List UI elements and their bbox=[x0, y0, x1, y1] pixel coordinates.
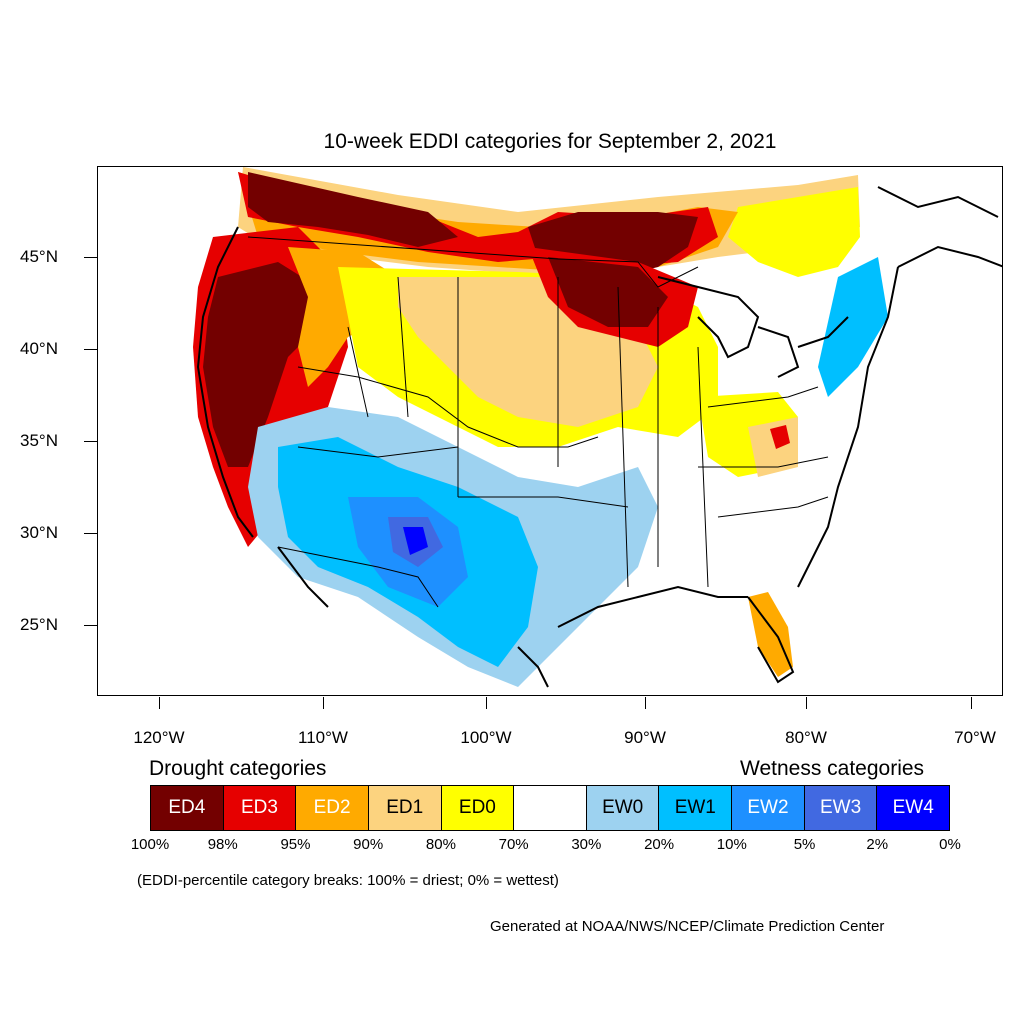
legend-break-label: 10% bbox=[716, 836, 747, 853]
lon-tick bbox=[645, 697, 646, 709]
lat-label: 30°N bbox=[20, 523, 58, 542]
eddi-map bbox=[193, 167, 1002, 688]
lon-tick bbox=[323, 697, 324, 709]
legend-swatch: ED3 bbox=[223, 786, 297, 830]
legend-colorbar: ED4 ED3 ED2 ED1 ED0 EW0 EW1 EW2 EW3 EW4 bbox=[150, 785, 950, 831]
legend-swatch: ED1 bbox=[368, 786, 442, 830]
lat-tick bbox=[84, 349, 97, 350]
legend-swatch: ED0 bbox=[441, 786, 515, 830]
lon-tick bbox=[159, 697, 160, 709]
legend-break-label: 20% bbox=[644, 836, 675, 853]
region-ew4-newmexico bbox=[403, 527, 428, 555]
lat-label: 35°N bbox=[20, 431, 58, 450]
region-ed4-canada-west bbox=[248, 172, 458, 247]
legend-swatch: ED4 bbox=[151, 786, 224, 830]
lat-label: 45°N bbox=[20, 247, 58, 266]
legend-break-label: 0% bbox=[939, 836, 961, 853]
lon-tick bbox=[486, 697, 487, 709]
legend-break-label: 2% bbox=[866, 836, 889, 853]
legend-swatch bbox=[514, 786, 587, 830]
lon-label: 80°W bbox=[785, 728, 827, 747]
boundary-lines bbox=[247, 236, 829, 608]
lon-label: 110°W bbox=[298, 728, 348, 747]
legend-break-label: 5% bbox=[793, 836, 816, 853]
legend-swatch: EW4 bbox=[877, 786, 950, 830]
legend-break-label: 70% bbox=[498, 836, 529, 853]
region-ed4-upper-midwest bbox=[548, 257, 668, 327]
legend-swatch: EW0 bbox=[586, 786, 660, 830]
lat-tick bbox=[84, 257, 97, 258]
region-ed0-canada-east bbox=[728, 187, 860, 277]
legend-break-label: 100% bbox=[130, 836, 170, 853]
region-ed3-virginia bbox=[770, 425, 790, 449]
legend-break-label: 95% bbox=[280, 836, 311, 853]
region-ed4-west bbox=[203, 262, 318, 467]
legend-break-label: 80% bbox=[425, 836, 456, 853]
region-ew1-northeast bbox=[818, 257, 888, 397]
legend-break-label: 90% bbox=[353, 836, 384, 853]
lon-label: 120°W bbox=[133, 728, 185, 747]
credit-text: Generated at NOAA/NWS/NCEP/Climate Predi… bbox=[490, 918, 885, 935]
lon-tick bbox=[971, 697, 972, 709]
lon-label: 90°W bbox=[624, 728, 666, 747]
lat-tick bbox=[84, 441, 97, 442]
legend-swatch: EW1 bbox=[659, 786, 733, 830]
lat-tick bbox=[84, 533, 97, 534]
lat-tick bbox=[84, 625, 97, 626]
lat-label: 25°N bbox=[20, 615, 58, 634]
drought-heading: Drought categories bbox=[149, 757, 327, 780]
wetness-heading: Wetness categories bbox=[740, 757, 925, 780]
map-title: 10-week EDDI categories for September 2,… bbox=[323, 130, 777, 153]
legend-swatch: EW3 bbox=[804, 786, 878, 830]
lon-label: 100°W bbox=[460, 728, 512, 747]
map-area bbox=[97, 166, 1003, 696]
legend-break-label: 30% bbox=[571, 836, 602, 853]
legend-swatch: EW2 bbox=[732, 786, 805, 830]
legend-break-label: 98% bbox=[207, 836, 238, 853]
lon-tick bbox=[806, 697, 807, 709]
lon-label: 70°W bbox=[954, 728, 996, 747]
coastlines bbox=[196, 186, 1002, 688]
category-note: (EDDI-percentile category breaks: 100% =… bbox=[137, 872, 559, 889]
legend-swatch: ED2 bbox=[296, 786, 369, 830]
lat-label: 40°N bbox=[20, 339, 58, 358]
